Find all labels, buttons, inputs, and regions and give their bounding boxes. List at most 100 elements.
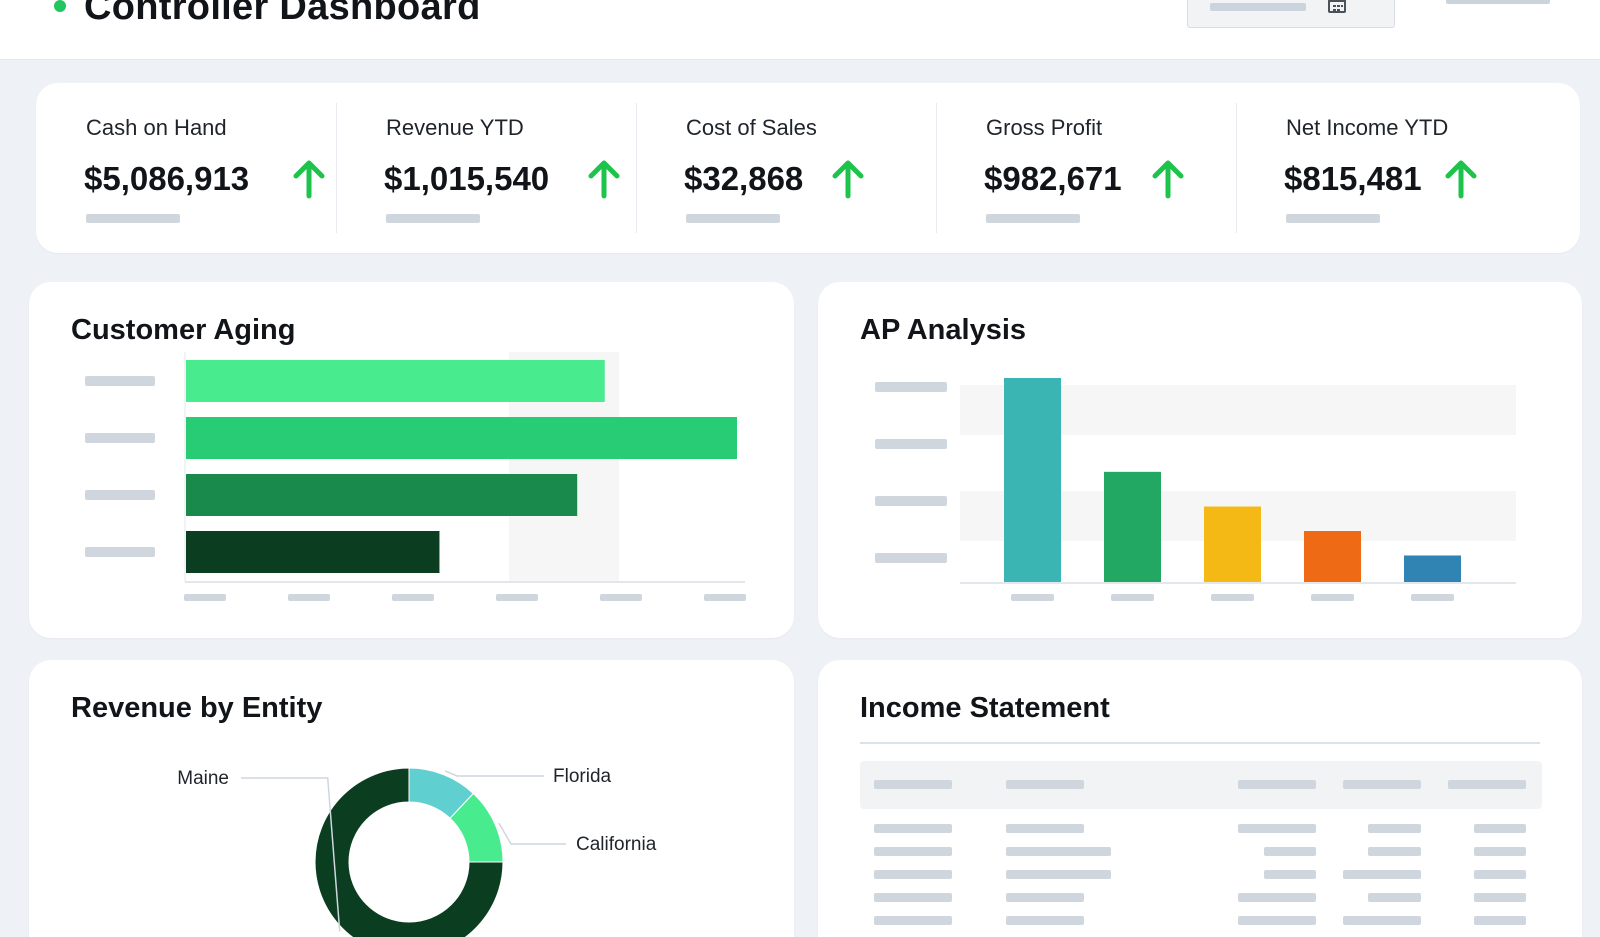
kpi-subtext-placeholder: [686, 214, 780, 223]
ap-bar[interactable]: [1204, 506, 1261, 582]
date-placeholder: [1210, 3, 1306, 11]
aging-bar[interactable]: [186, 417, 737, 459]
cell-placeholder: [1006, 780, 1084, 789]
up-arrow-icon: [1152, 160, 1184, 199]
slice-label: Maine: [177, 768, 229, 789]
x-tick-label: [704, 594, 746, 601]
kpi-cash-on-hand[interactable]: Cash on Hand $5,086,913: [36, 83, 336, 253]
cell-placeholder: [1006, 847, 1111, 856]
cell-placeholder: [1368, 847, 1421, 856]
ap-bar[interactable]: [1304, 531, 1361, 582]
x-tick-label: [1411, 594, 1454, 601]
aging-bar[interactable]: [186, 474, 578, 516]
page-title: Controller Dashboard: [84, 0, 481, 28]
kpi-label: Revenue YTD: [386, 115, 524, 140]
x-tick-label: [1311, 594, 1354, 601]
up-arrow-icon: [293, 160, 325, 199]
card-title: Customer Aging: [71, 314, 296, 346]
y-tick-label: [85, 433, 155, 443]
customer-aging-chart: [85, 352, 746, 601]
x-tick-label: [1011, 594, 1054, 601]
cell-placeholder: [1238, 780, 1316, 789]
cell-placeholder: [1343, 916, 1421, 925]
card-title: Revenue by Entity: [71, 692, 323, 724]
card-title: Income Statement: [860, 692, 1110, 724]
status-dot: [54, 0, 66, 12]
kpi-strip: Cash on Hand $5,086,913 Revenue YTD $1,0…: [36, 83, 1580, 253]
revenue-by-entity-card: Revenue by Entity Florida California Maine: [29, 660, 794, 937]
y-tick-label: [875, 496, 947, 506]
cell-placeholder: [1474, 870, 1526, 879]
cell-placeholder: [874, 847, 952, 856]
x-tick-label: [288, 594, 330, 601]
cell-placeholder: [1006, 870, 1111, 879]
up-arrow-icon: [832, 160, 864, 199]
cell-placeholder: [1006, 824, 1084, 833]
up-arrow-icon: [1445, 160, 1477, 199]
kpi-label: Cost of Sales: [686, 115, 817, 140]
leader-line: [444, 770, 544, 777]
ap-bar[interactable]: [1104, 471, 1161, 582]
aging-bar[interactable]: [186, 531, 440, 573]
header-placeholder: [1446, 0, 1550, 4]
kpi-subtext-placeholder: [1286, 214, 1380, 223]
ap-analysis-card: AP Analysis: [818, 282, 1582, 638]
donut-slice[interactable]: [314, 767, 504, 937]
cell-placeholder: [1264, 847, 1316, 856]
cell-placeholder: [874, 893, 952, 902]
x-tick-label: [392, 594, 434, 601]
x-tick-label: [184, 594, 226, 601]
cell-placeholder: [1474, 847, 1526, 856]
kpi-value: $815,481: [1284, 160, 1422, 197]
y-tick-label: [875, 553, 947, 563]
cell-placeholder: [874, 916, 952, 925]
cell-placeholder: [1238, 824, 1316, 833]
calendar-icon[interactable]: [1328, 0, 1346, 13]
cell-placeholder: [1006, 893, 1084, 902]
up-arrow-icon: [588, 160, 620, 199]
leader-line: [241, 777, 341, 932]
kpi-value: $1,015,540: [384, 160, 550, 197]
revenue-by-entity-chart: Florida California Maine: [177, 766, 657, 937]
cell-placeholder: [1368, 824, 1421, 833]
y-tick-label: [875, 439, 947, 449]
cell-placeholder: [1238, 893, 1316, 902]
kpi-net-income-ytd[interactable]: Net Income YTD $815,481: [1236, 83, 1536, 253]
cell-placeholder: [874, 780, 952, 789]
kpi-value: $32,868: [684, 160, 804, 197]
kpi-label: Cash on Hand: [86, 115, 227, 140]
table-header: [860, 761, 1542, 809]
y-tick-label: [85, 547, 155, 557]
kpi-revenue-ytd[interactable]: Revenue YTD $1,015,540: [336, 83, 636, 253]
aging-bar[interactable]: [186, 360, 605, 402]
cell-placeholder: [874, 824, 952, 833]
cell-placeholder: [1474, 893, 1526, 902]
cell-placeholder: [1474, 916, 1526, 925]
cell-placeholder: [1368, 893, 1421, 902]
kpi-gross-profit[interactable]: Gross Profit $982,671: [936, 83, 1236, 253]
kpi-subtext-placeholder: [386, 214, 480, 223]
kpi-cost-of-sales[interactable]: Cost of Sales $32,868: [636, 83, 936, 253]
cell-placeholder: [874, 870, 952, 879]
ap-bar[interactable]: [1404, 555, 1461, 582]
ap-analysis-chart: [875, 378, 1516, 601]
kpi-value: $5,086,913: [84, 160, 250, 197]
cell-placeholder: [1474, 824, 1526, 833]
header-bar: Controller Dashboard: [0, 0, 1600, 60]
x-tick-label: [1211, 594, 1254, 601]
card-title: AP Analysis: [860, 314, 1027, 346]
ap-bar[interactable]: [1004, 378, 1061, 582]
cell-placeholder: [1006, 916, 1084, 925]
slice-label: Florida: [553, 766, 612, 787]
date-picker[interactable]: [1187, 0, 1395, 28]
y-tick-label: [85, 376, 155, 386]
cell-placeholder: [1448, 780, 1526, 789]
cell-placeholder: [1343, 870, 1421, 879]
customer-aging-card: Customer Aging: [29, 282, 794, 638]
x-tick-label: [496, 594, 538, 601]
kpi-subtext-placeholder: [986, 214, 1080, 223]
cell-placeholder: [1264, 870, 1316, 879]
cell-placeholder: [1343, 780, 1421, 789]
y-tick-label: [85, 490, 155, 500]
x-tick-label: [600, 594, 642, 601]
